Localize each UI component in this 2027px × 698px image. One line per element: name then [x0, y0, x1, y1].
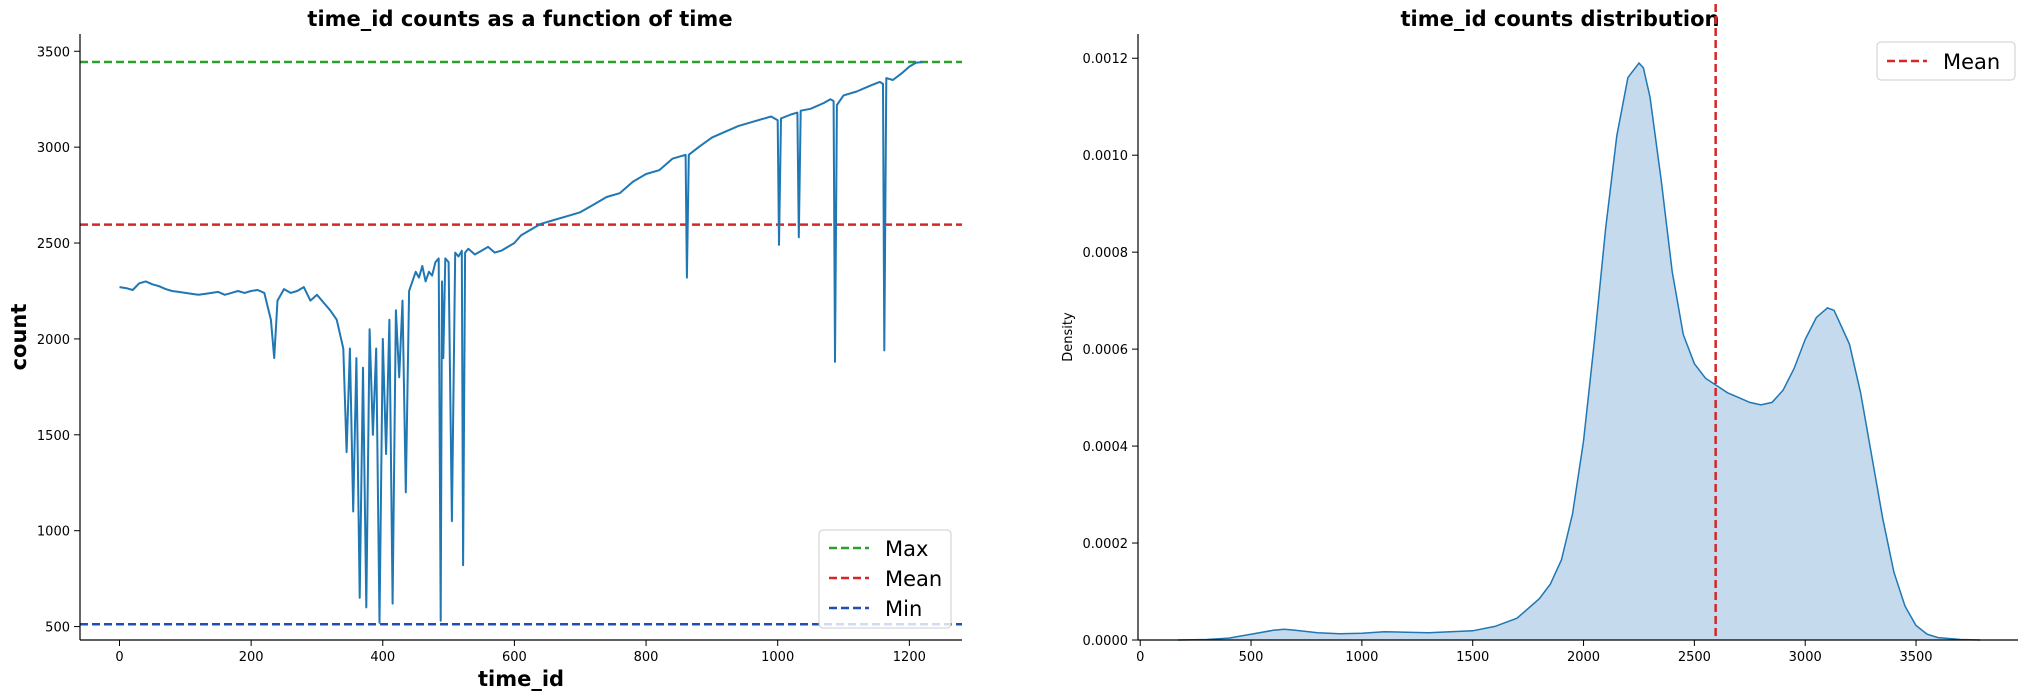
density-fill	[1177, 63, 1981, 641]
x-tick-label: 2500	[1678, 650, 1711, 665]
series-layer	[119, 61, 923, 624]
x-ticks: 0 200 400 600 800 1000 1200	[115, 640, 926, 665]
y-tick-label: 0.0008	[1083, 246, 1129, 261]
x-tick-label: 0	[115, 650, 123, 665]
x-tick-label: 1200	[893, 650, 926, 665]
count-series-line	[119, 61, 923, 624]
x-tick-label: 400	[370, 650, 395, 665]
legend-box	[818, 529, 952, 629]
x-ticks: 0 500 1000 1500 2000 2500 3000 3500	[1136, 640, 1933, 665]
y-tick-label: 0.0010	[1083, 149, 1129, 164]
reference-lines	[80, 60, 962, 626]
left-chart-title: time_id counts as a function of time	[307, 7, 732, 31]
x-tick-label: 600	[502, 650, 527, 665]
legend: Max Mean Min	[818, 529, 952, 629]
y-ticks: 500 1000 1500 2000 2500 3000 3500	[37, 45, 80, 636]
legend: Mean	[1876, 41, 2016, 81]
y-tick-label: 2500	[37, 237, 70, 252]
left-chart: time_id counts as a function of time 0 20…	[7, 7, 962, 691]
y-tick-label: 3500	[37, 45, 70, 60]
x-tick-label: 3000	[1789, 650, 1822, 665]
right-chart: time_id counts distribution 0 500 1000 1500…	[1061, 4, 2018, 665]
y-tick-label: 1500	[37, 429, 70, 444]
y-tick-label: 0.0006	[1083, 343, 1129, 358]
x-tick-label: 500	[1239, 650, 1264, 665]
y-tick-label: 0.0004	[1083, 440, 1129, 455]
y-tick-label: 0.0002	[1083, 537, 1129, 552]
y-tick-label: 500	[45, 621, 70, 636]
x-tick-label: 3500	[1899, 650, 1932, 665]
y-tick-label: 3000	[37, 141, 70, 156]
x-tick-label: 2000	[1567, 650, 1600, 665]
legend-max-label: Max	[885, 537, 928, 561]
x-tick-label: 800	[634, 650, 659, 665]
y-tick-label: 0.0012	[1083, 52, 1129, 67]
y-tick-label: 2000	[37, 333, 70, 348]
y-tick-label: 0.0000	[1083, 634, 1129, 649]
y-tick-label: 1000	[37, 525, 70, 540]
left-x-axis-label: time_id	[478, 667, 564, 691]
legend-mean-label: Mean	[885, 567, 942, 591]
x-tick-label: 1500	[1456, 650, 1489, 665]
legend-min-label: Min	[885, 597, 922, 621]
x-tick-label: 1000	[1345, 650, 1378, 665]
density-layer	[1177, 61, 1981, 641]
density-curve	[1177, 61, 1981, 641]
right-chart-title: time_id counts distribution	[1401, 7, 1720, 31]
legend-box	[1876, 41, 2016, 81]
left-y-axis-label: count	[7, 304, 31, 371]
x-tick-label: 1000	[761, 650, 794, 665]
x-tick-label: 200	[239, 650, 264, 665]
x-tick-label: 0	[1136, 650, 1144, 665]
y-ticks: 0.0000 0.0002 0.0004 0.0006 0.0008 0.0010 0.00…	[1083, 52, 1138, 649]
right-y-axis-label: Density	[1061, 312, 1076, 362]
legend-mean-label: Mean	[1943, 50, 2000, 74]
